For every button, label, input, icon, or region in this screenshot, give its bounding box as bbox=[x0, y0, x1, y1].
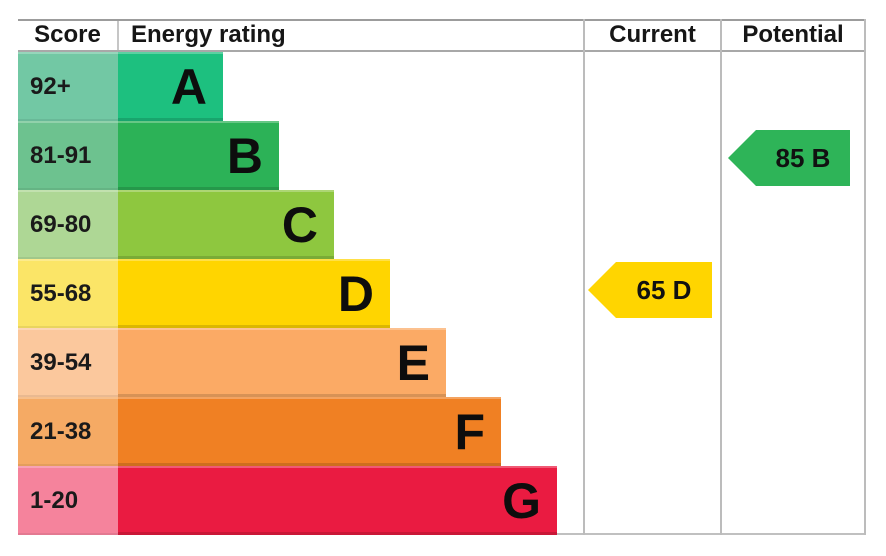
band-bar-a: A bbox=[118, 52, 223, 121]
band-bar-d: D bbox=[118, 259, 390, 328]
band-score-range: 39-54 bbox=[18, 328, 118, 397]
arrow-left-tip bbox=[588, 262, 616, 318]
header-underline bbox=[18, 50, 866, 52]
potential-column-left-border bbox=[720, 19, 722, 535]
band-bar-b: B bbox=[118, 121, 279, 190]
current-column-left-border bbox=[583, 19, 585, 535]
current-rating-label: 65 D bbox=[616, 262, 712, 318]
table-bottom-border bbox=[557, 533, 866, 535]
band-score-range: 69-80 bbox=[18, 190, 118, 259]
band-row-b: 81-91 B bbox=[18, 121, 866, 190]
band-bar-g: G bbox=[118, 466, 557, 535]
band-row-a: 92+ A bbox=[18, 52, 866, 121]
band-score-range: 55-68 bbox=[18, 259, 118, 328]
score-header-separator bbox=[117, 21, 119, 50]
band-row-d: 55-68 D bbox=[18, 259, 866, 328]
header-potential: Potential bbox=[742, 21, 844, 48]
rating-bands: 92+ A 81-91 B 69-80 C 55-68 D 39-54 E 21… bbox=[18, 52, 866, 535]
band-row-g: 1-20 G bbox=[18, 466, 866, 535]
table-right-border bbox=[864, 19, 866, 535]
band-score-range: 1-20 bbox=[18, 466, 118, 535]
header-score: Score bbox=[34, 21, 101, 48]
band-bar-e: E bbox=[118, 328, 446, 397]
band-row-f: 21-38 F bbox=[18, 397, 866, 466]
header-current: Current bbox=[609, 21, 696, 48]
band-bar-f: F bbox=[118, 397, 501, 466]
band-score-range: 81-91 bbox=[18, 121, 118, 190]
table-top-border bbox=[18, 19, 866, 21]
band-bar-c: C bbox=[118, 190, 334, 259]
current-rating-arrow: 65 D bbox=[588, 262, 712, 318]
arrow-left-tip bbox=[728, 130, 756, 186]
band-row-c: 69-80 C bbox=[18, 190, 866, 259]
band-score-range: 92+ bbox=[18, 52, 118, 121]
header-energy-rating: Energy rating bbox=[131, 21, 286, 48]
band-row-e: 39-54 E bbox=[18, 328, 866, 397]
potential-rating-label: 85 B bbox=[756, 130, 850, 186]
potential-rating-arrow: 85 B bbox=[728, 130, 850, 186]
band-score-range: 21-38 bbox=[18, 397, 118, 466]
